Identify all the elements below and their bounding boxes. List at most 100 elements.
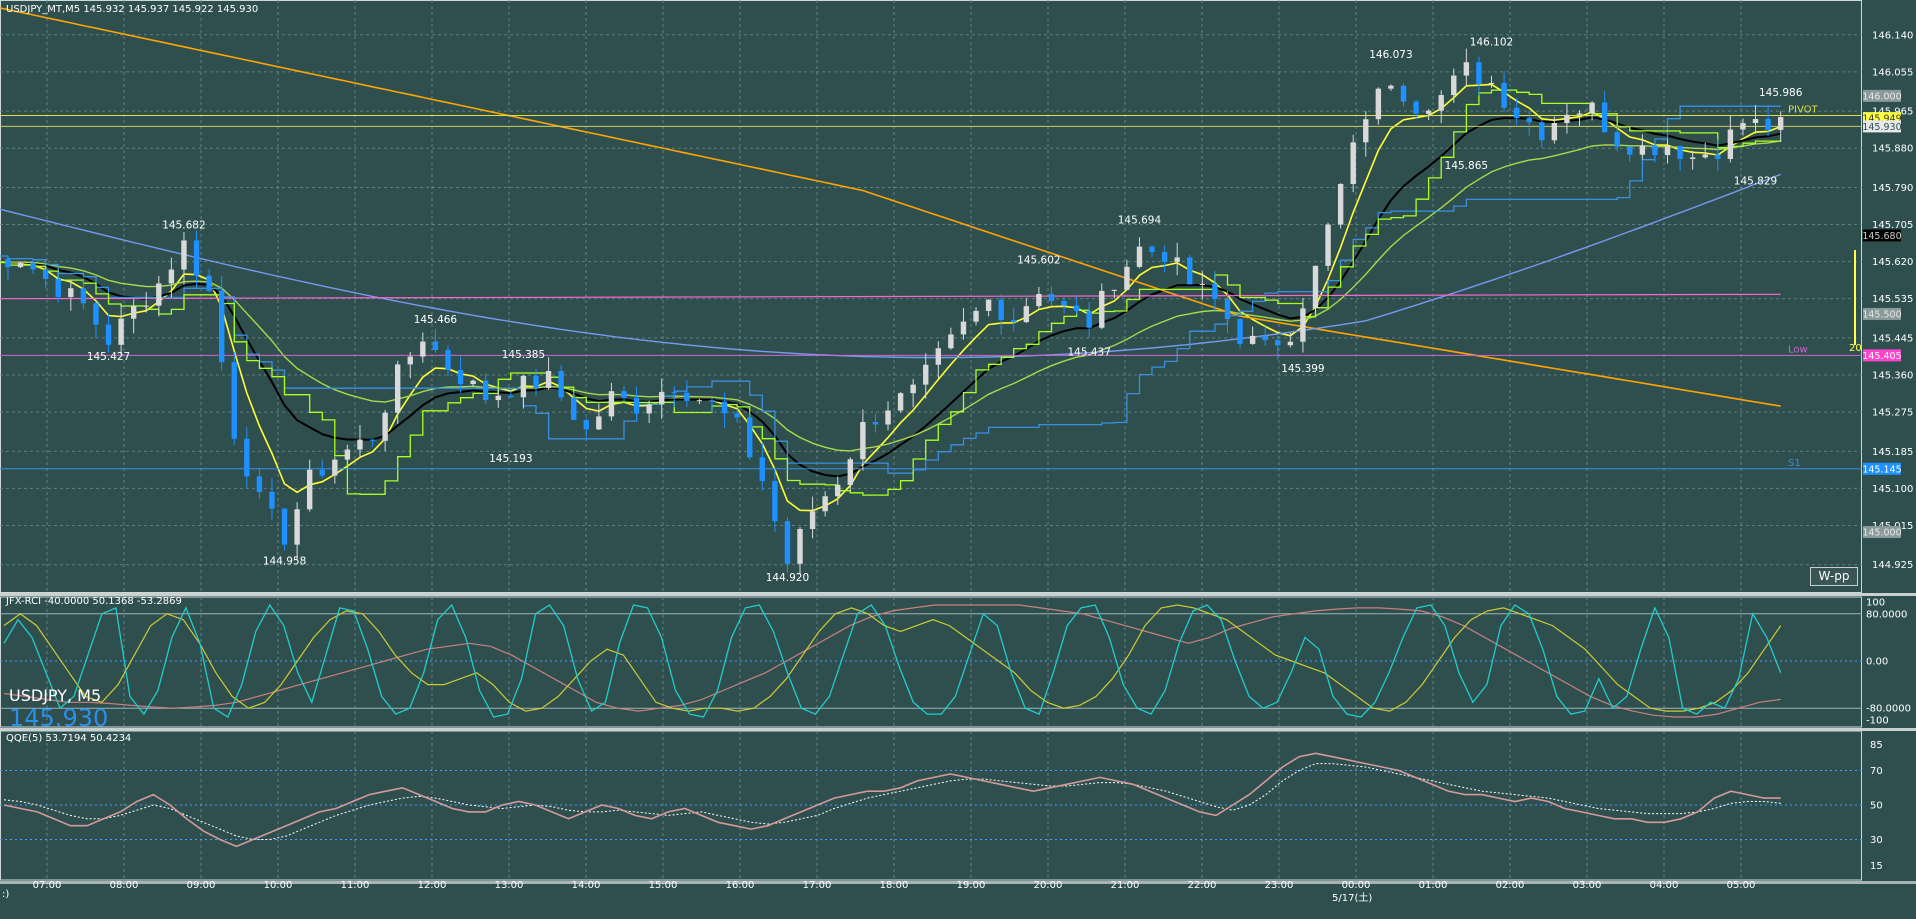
qqe-window-header: QQE(5) 53.7194 50.4234	[6, 733, 132, 744]
panel-separator	[0, 593, 1916, 596]
qqe-signal-line	[3, 763, 1781, 840]
candle-body	[1752, 119, 1759, 124]
candle-body	[1337, 183, 1344, 225]
swing-price-label: 145.829	[1734, 175, 1777, 187]
candle-body	[1312, 265, 1319, 309]
watermark-symbol: USDJPY, M5	[9, 686, 102, 705]
price-tick-label: 145.360	[1872, 371, 1913, 382]
candle-body	[1476, 62, 1482, 84]
candle-body	[1715, 154, 1721, 159]
swing-price-label: 145.427	[87, 351, 130, 363]
swing-price-label: 145.385	[502, 349, 545, 361]
level-name-label: PIVOT	[1788, 104, 1819, 115]
candle-body	[671, 392, 677, 394]
candle-body	[1740, 123, 1746, 130]
candle-body	[835, 484, 841, 497]
candle-body	[1488, 82, 1495, 84]
rci-mid-line	[3, 604, 1782, 712]
ma-blue-line	[0, 173, 1781, 359]
time-tick-label: 23:00	[1265, 880, 1294, 891]
price-tag	[1863, 120, 1901, 133]
candle-body	[709, 400, 715, 402]
qqe-tick-label: 85	[1870, 740, 1883, 751]
candle-body	[432, 341, 439, 350]
candle-body	[545, 370, 552, 388]
rci-tick-label: 80.0000	[1866, 609, 1907, 620]
w-pp-button[interactable]: W-pp	[1810, 567, 1858, 586]
candle-body	[181, 240, 187, 270]
candle-body	[1036, 293, 1042, 307]
candle-body	[269, 491, 275, 509]
price-tick-label: 145.880	[1872, 144, 1913, 155]
price-tick-label: 145.790	[1872, 183, 1913, 194]
candle-body	[596, 416, 602, 430]
candle-body	[910, 384, 916, 394]
price-tick-label: 144.925	[1872, 560, 1913, 571]
swing-price-label: 145.986	[1759, 87, 1803, 99]
candle-body	[17, 262, 24, 268]
rci-tick-label: 100	[1866, 598, 1885, 609]
candle-body	[1061, 301, 1067, 306]
main-panel-frame	[0, 0, 1862, 593]
candle-body	[1689, 157, 1696, 159]
price-tick-label: 145.100	[1872, 484, 1913, 495]
candle-body	[1639, 145, 1646, 155]
candle-body	[1124, 266, 1130, 290]
candle-body	[1451, 75, 1457, 96]
candle-body	[495, 395, 501, 401]
candle-body	[659, 392, 665, 405]
price-tag-label: 145.930	[1862, 122, 1901, 133]
candle-body	[1513, 107, 1520, 119]
candle-body	[483, 380, 489, 401]
time-tick-label: 00:00	[1342, 880, 1371, 891]
candle-body	[1363, 119, 1369, 143]
candle-body	[583, 420, 589, 430]
qqe-main-line	[3, 752, 1781, 848]
candle-body	[747, 417, 753, 458]
candle-body	[646, 404, 652, 414]
candle-body	[206, 275, 212, 291]
qqe-tick-label: 70	[1870, 766, 1883, 777]
price-tag-label: 146.000	[1862, 91, 1901, 102]
candle-body	[93, 303, 99, 325]
price-tick-label: 145.275	[1872, 408, 1913, 419]
price-tick-label: 145.705	[1872, 220, 1913, 231]
candle-body	[684, 392, 690, 401]
indicator-lines	[0, 7, 1862, 512]
candle-body	[508, 395, 514, 398]
time-tick-label: 16:00	[726, 880, 755, 891]
candle-body	[281, 508, 288, 545]
candle-body	[394, 364, 401, 413]
candle-body	[420, 341, 426, 357]
time-tick-label: 15:00	[649, 880, 678, 891]
candle-body	[633, 397, 640, 414]
date-label: 5/17(土)	[1332, 893, 1373, 904]
candle-body	[306, 469, 313, 510]
candle-body	[759, 457, 765, 482]
rci-window-header: JFX-RCI -40.0000 50.1368 -53.2869	[6, 596, 182, 607]
candle-body	[985, 299, 992, 311]
candle-body	[457, 369, 464, 385]
corner-mark: :)	[2, 889, 10, 900]
candle-body	[30, 262, 36, 270]
tenkan-step-line	[0, 89, 1782, 496]
candle-body	[1564, 114, 1570, 124]
time-tick-label: 12:00	[418, 880, 447, 891]
candle-body	[244, 438, 250, 477]
candle-body	[935, 348, 942, 365]
candle-body	[193, 240, 200, 276]
price-annotations: PIVOT Low S1 145.682 145.427 145.466 145.385 14…	[87, 36, 1819, 584]
candle-body	[1325, 224, 1331, 266]
candle-body	[1664, 145, 1671, 156]
rci-tick-label: 0.00	[1866, 657, 1888, 668]
candle-body	[218, 290, 225, 363]
time-tick-label: 20:00	[1034, 880, 1063, 891]
candle-body	[721, 401, 728, 414]
watermark-price: 145.930	[9, 704, 109, 732]
candle-body	[1350, 142, 1356, 184]
price-tag	[1863, 526, 1901, 539]
qqe-tick-label: 30	[1870, 835, 1883, 846]
price-tick-label: 145.620	[1872, 257, 1913, 268]
swing-price-label: 145.602	[1017, 254, 1060, 266]
